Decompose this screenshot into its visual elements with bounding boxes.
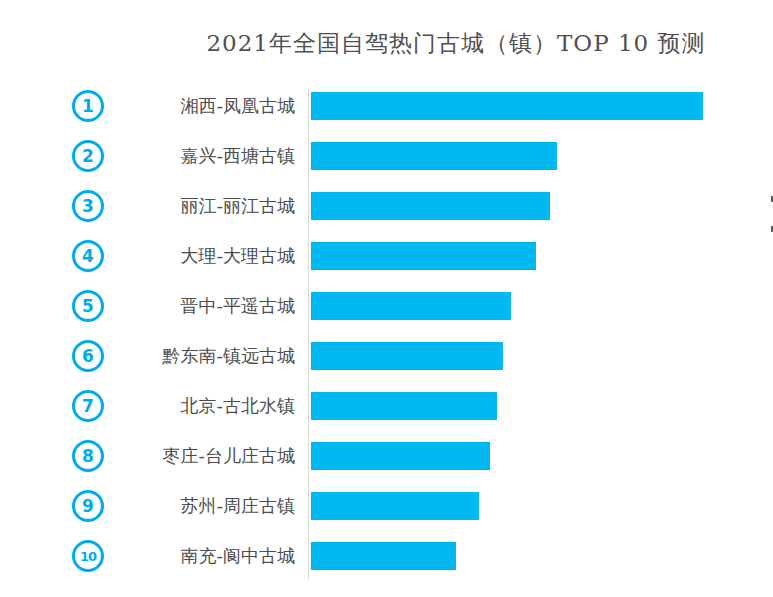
bar-chart: 1 湘西-凤凰古城 2 嘉兴-西塘古镇 3 丽江-丽江古城 4 大理-大理古城 … xyxy=(0,81,773,581)
chart-row: 1 湘西-凤凰古城 xyxy=(0,81,773,131)
bar xyxy=(311,492,479,520)
row-label: 丽江-丽江古城 xyxy=(95,181,295,231)
row-label: 湘西-凤凰古城 xyxy=(95,81,295,131)
chart-row: 9 苏州-周庄古镇 xyxy=(0,481,773,531)
chart-row: 2 嘉兴-西塘古镇 xyxy=(0,131,773,181)
row-label: 南充-阆中古城 xyxy=(95,531,295,581)
bar xyxy=(311,192,550,220)
row-label: 黔东南-镇远古城 xyxy=(95,331,295,381)
bar xyxy=(311,92,703,120)
bar xyxy=(311,542,456,570)
chart-title: 2021年全国自驾热门古城（镇）TOP 10 预测 xyxy=(140,28,772,58)
chart-row: 8 枣庄-台儿庄古城 xyxy=(0,431,773,481)
chart-row: 10 南充-阆中古城 xyxy=(0,531,773,581)
bar xyxy=(311,242,536,270)
row-label: 嘉兴-西塘古镇 xyxy=(95,131,295,181)
row-label: 枣庄-台儿庄古城 xyxy=(95,431,295,481)
row-label: 大理-大理古城 xyxy=(95,231,295,281)
bar xyxy=(311,342,503,370)
chart-row: 7 北京-古北水镇 xyxy=(0,381,773,431)
row-label: 晋中-平遥古城 xyxy=(95,281,295,331)
bar xyxy=(311,442,490,470)
chart-row: 3 丽江-丽江古城 xyxy=(0,181,773,231)
row-label: 北京-古北水镇 xyxy=(95,381,295,431)
chart-row: 6 黔东南-镇远古城 xyxy=(0,331,773,381)
bar xyxy=(311,142,557,170)
bar xyxy=(311,292,511,320)
row-label: 苏州-周庄古镇 xyxy=(95,481,295,531)
bar xyxy=(311,392,497,420)
chart-row: 5 晋中-平遥古城 xyxy=(0,281,773,331)
chart-row: 4 大理-大理古城 xyxy=(0,231,773,281)
